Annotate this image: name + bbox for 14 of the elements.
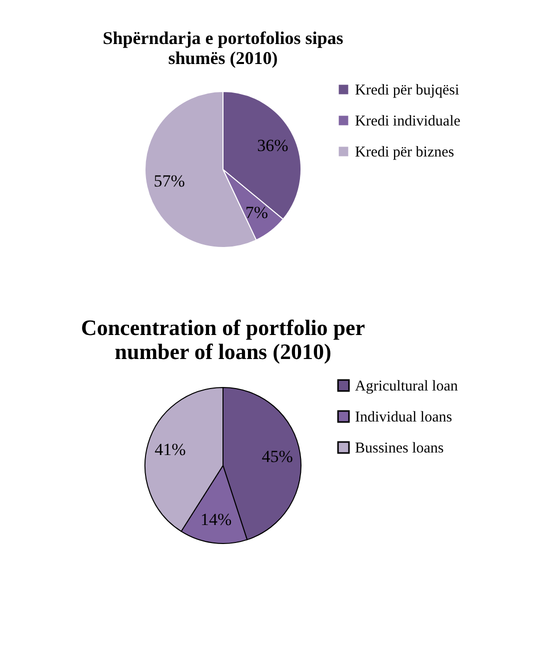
chart-title: Shpërndarja e portofolios sipas shumës (2010) xyxy=(102,28,344,68)
legend-label: Kredi për bujqësi xyxy=(355,82,460,98)
data-label: 45% xyxy=(262,446,293,466)
legend-label: Kredi individuale xyxy=(355,114,461,130)
data-label: 14% xyxy=(200,510,232,530)
data-label: 7% xyxy=(245,202,268,222)
legend-label: Individual loans xyxy=(355,410,452,426)
legend-label: Agricultural loan xyxy=(355,378,458,394)
chart-title: Concentration of portfolio per number of loans (2010) xyxy=(80,315,366,364)
legend-label: Kredi për biznes xyxy=(355,144,454,160)
legend-label: Bussines loans xyxy=(355,440,444,456)
data-label: 57% xyxy=(154,172,185,190)
data-label: 41% xyxy=(154,440,186,460)
data-label: 36% xyxy=(257,136,288,156)
